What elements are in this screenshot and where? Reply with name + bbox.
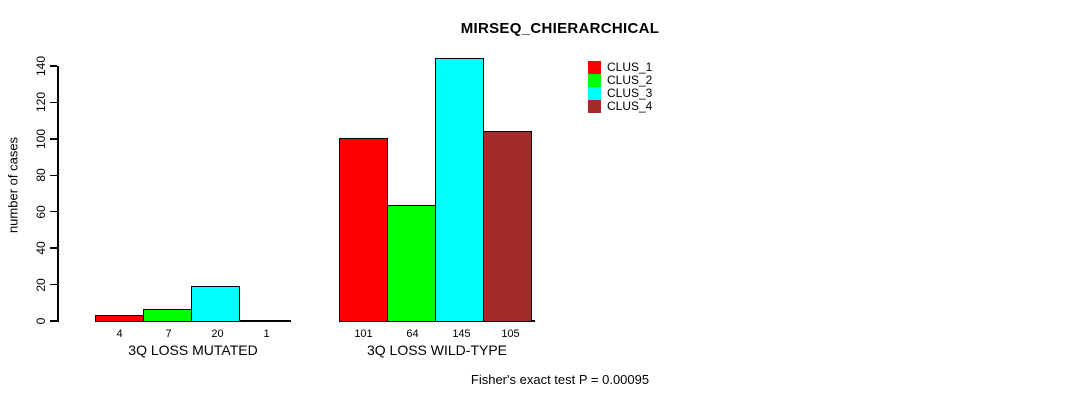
legend-swatch-icon <box>588 61 601 74</box>
bar-value-label: 145 <box>452 328 471 340</box>
y-axis-line <box>57 66 59 322</box>
bar-value-label: 1 <box>263 328 270 340</box>
bar-clus_3 <box>435 57 484 322</box>
y-tick-label: 140 <box>34 55 48 77</box>
y-tick-label: 20 <box>34 277 48 292</box>
y-tick-label: 120 <box>34 92 48 113</box>
legend-item: CLUS_2 <box>588 74 652 87</box>
legend-item: CLUS_4 <box>588 100 652 113</box>
legend-item: CLUS_3 <box>588 87 652 100</box>
y-tick-label: 80 <box>34 168 48 182</box>
bar-value-label: 101 <box>354 328 373 340</box>
y-tick-mark <box>50 320 57 322</box>
chart-title: MIRSEQ_CHIERARCHICAL <box>460 20 660 37</box>
category-label: 3Q LOSS WILD-TYPE <box>366 342 508 358</box>
legend-item: CLUS_1 <box>588 61 652 74</box>
category-label: 3Q LOSS MUTATED <box>128 342 258 358</box>
bar-value-label: 4 <box>116 328 123 340</box>
y-tick-mark <box>50 210 57 213</box>
y-tick-label: 0 <box>34 317 48 325</box>
y-tick-mark <box>50 65 57 67</box>
bar-clus_3 <box>191 285 240 322</box>
y-tick-label: 100 <box>34 128 48 149</box>
legend-label: CLUS_4 <box>607 99 653 113</box>
annotation-text: Fisher's exact test P = 0.00095 <box>470 372 650 387</box>
y-tick-mark <box>50 138 57 140</box>
bar-value-label: 20 <box>211 328 224 340</box>
bar-clus_1 <box>339 138 388 322</box>
bar-clus_4 <box>239 320 288 322</box>
y-tick-mark <box>50 101 57 104</box>
y-axis-label: number of cases <box>5 136 21 234</box>
bar-clus_1 <box>95 314 144 322</box>
y-tick-label: 60 <box>34 205 48 219</box>
legend-swatch-icon <box>588 100 601 113</box>
legend-label: CLUS_3 <box>607 86 653 100</box>
y-tick-mark <box>50 174 57 177</box>
y-tick-mark <box>50 283 57 286</box>
legend-label: CLUS_1 <box>607 60 653 74</box>
bar-value-label: 64 <box>406 328 419 340</box>
bar-clus_2 <box>387 205 436 322</box>
legend: CLUS_1 CLUS_2 CLUS_3 CLUS_4 <box>588 61 652 113</box>
bar-value-label: 7 <box>165 328 172 340</box>
legend-label: CLUS_2 <box>607 73 653 87</box>
bar-clus_2 <box>143 309 192 322</box>
bar-clus_4 <box>483 130 532 322</box>
y-tick-mark <box>50 247 57 249</box>
y-tick-label: 40 <box>34 241 48 255</box>
bar-group <box>95 285 288 322</box>
legend-swatch-icon <box>588 87 601 100</box>
bar-value-label: 105 <box>501 328 520 340</box>
legend-swatch-icon <box>588 74 601 87</box>
bar-group <box>339 57 532 322</box>
